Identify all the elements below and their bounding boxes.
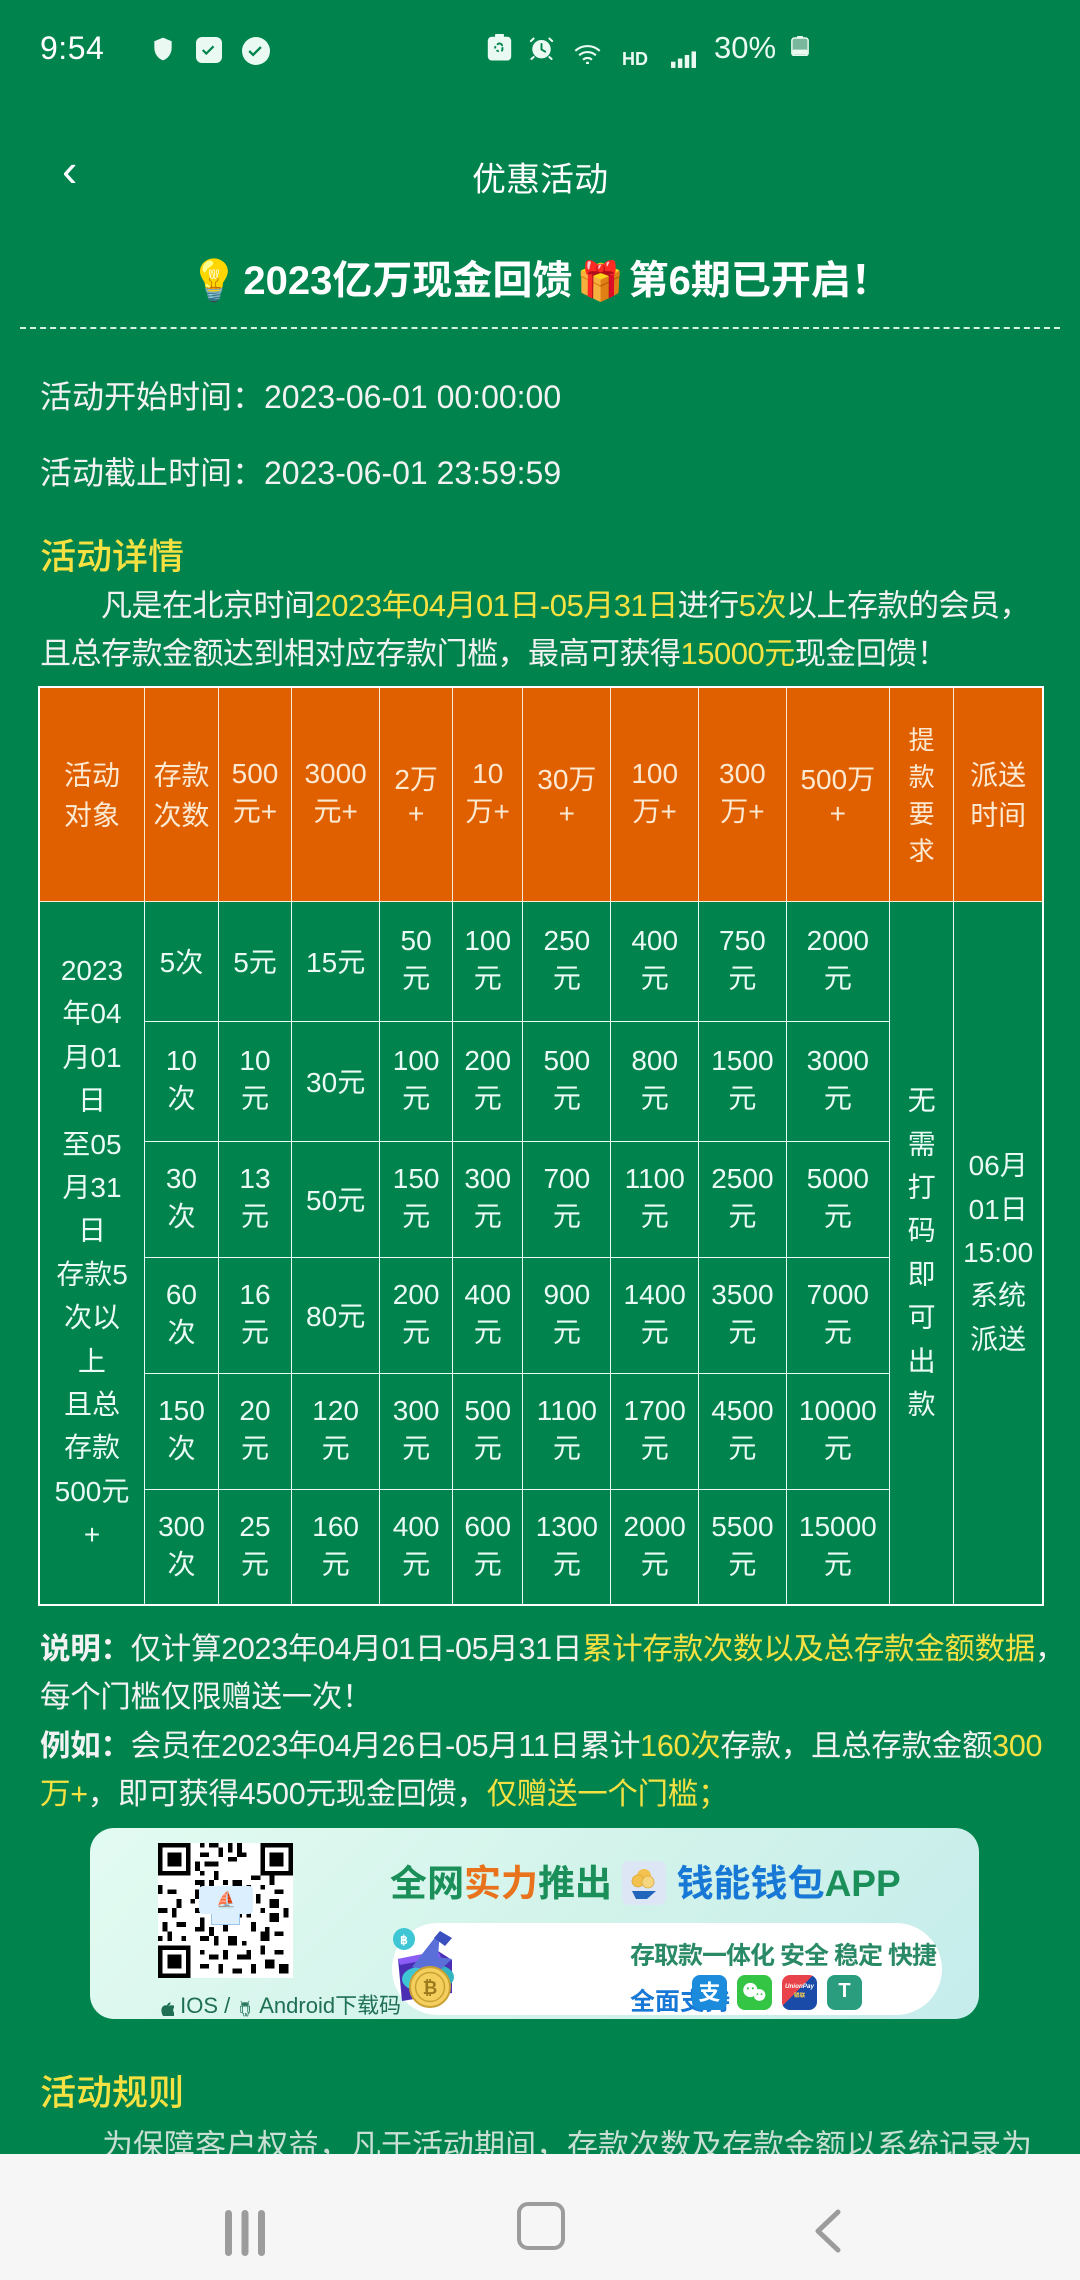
svg-text:₿: ₿: [423, 1978, 438, 1998]
svg-text:฿: ฿: [400, 1933, 408, 1947]
